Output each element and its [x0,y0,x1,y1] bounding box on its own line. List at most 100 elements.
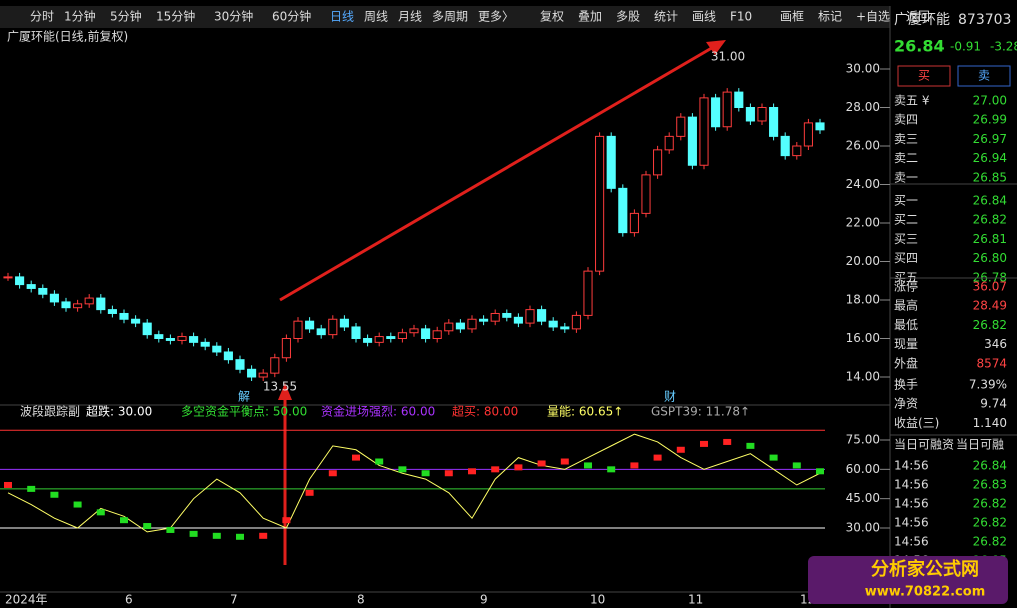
stat-value: 9.74 [980,397,1007,411]
candle [223,351,233,361]
book-label: 买一 [894,194,918,208]
candle [537,309,547,322]
band-point [630,462,639,469]
candle [142,322,152,336]
y-tick-label: 30.00 [846,521,880,535]
toolbar-button[interactable]: 画线 [692,10,716,24]
band-point [4,481,12,488]
band-point [212,532,221,539]
period-tab[interactable]: 更多〉 [478,10,514,24]
stock-code: 873703 [958,12,1011,28]
stat-label: 换手 [894,378,918,392]
stat-value: 8574 [976,356,1007,370]
candle [432,330,442,339]
trade-header: 当日可融 [956,438,1004,452]
stat-label: 外盘 [894,355,918,370]
legend-entry: 超跌: 30.00 [86,404,152,419]
legend-entry: 量能: 60.65↑ [547,405,623,419]
book-price: 26.82 [973,213,1007,227]
band-point [491,466,500,473]
period-tab[interactable]: 分时 [30,10,54,24]
book-label: 买二 [894,213,918,227]
stat-label: 现量 [894,337,918,351]
band-point [166,526,175,533]
book-price: 26.85 [973,170,1007,184]
sell-button[interactable] [957,65,1011,87]
toolbar [0,6,890,28]
sell-label[interactable]: 卖 [978,69,990,83]
period-tab[interactable]: 月线 [398,10,422,24]
period-tab[interactable]: 15分钟 [156,9,195,24]
period-tab[interactable]: 多周期 [432,10,468,24]
y-tick-label: 14.00 [846,370,880,384]
book-label: 买五 [894,270,918,284]
stat-value: 28.49 [973,299,1007,313]
candle [258,372,268,378]
stat-label: 收益(三) [894,416,939,430]
x-tick-label: 9 [480,593,488,607]
candle [316,328,326,336]
band-point [537,460,546,467]
toolbar-button[interactable]: 叠加 [578,10,602,24]
trade-time: 14:56 [894,497,929,511]
period-tab[interactable]: 1分钟 [64,9,96,24]
candle [455,322,465,330]
stat-value: 26.82 [973,318,1007,332]
candle [96,297,106,311]
candle [374,336,384,343]
toolbar-button[interactable]: +自选 [856,10,890,24]
y-tick-label: 22.00 [846,216,880,230]
candle [73,303,83,309]
stat-label: 净资 [894,397,918,411]
candle [3,276,13,279]
candle [61,301,71,309]
toolbar-button[interactable]: 统计 [654,10,678,24]
book-label: 卖一 [894,170,918,184]
indicator-line [7,433,821,533]
band-point [328,470,337,477]
candle [305,320,315,330]
period-tab[interactable]: 5分钟 [110,9,142,24]
candle [119,312,129,320]
trade-time: 14:56 [894,535,929,549]
candle [734,91,744,108]
candle [815,122,825,131]
x-tick-label: 2024年 [5,593,48,607]
trade-time: 14:56 [894,459,929,473]
book-label: 卖二 [894,151,918,165]
toolbar-button[interactable]: F10 [730,10,752,24]
candle [421,328,431,339]
candle [548,320,558,328]
candle [664,135,674,151]
y-tick-label: 30.00 [846,62,880,76]
y-tick-label: 60.00 [846,462,880,476]
candle [15,276,25,286]
period-tab[interactable]: 30分钟 [214,9,253,24]
marker: 财 [664,390,676,404]
candle [757,107,767,122]
band-point [792,462,801,469]
period-tab[interactable]: 周线 [364,10,388,24]
toolbar-button[interactable]: 多股 [616,10,640,24]
period-tab[interactable]: 60分钟 [272,9,311,24]
price: 26.84 [894,37,945,56]
band-point [468,468,476,475]
candle [676,116,686,137]
band-point [421,470,430,477]
candle [281,338,291,359]
book-price: 26.99 [973,113,1007,127]
band-point [398,466,407,473]
book-price: 26.97 [973,132,1007,146]
buy-label[interactable]: 买 [918,69,930,83]
toolbar-button[interactable]: 画框 [780,10,804,24]
period-tab[interactable]: 日线 [330,10,354,24]
y-tick-label: 20.00 [846,254,880,268]
toolbar-button[interactable]: 返回 [906,10,930,24]
trade-price: 26.82 [973,535,1007,549]
candle [212,345,222,353]
toolbar-button[interactable]: 复权 [540,10,564,24]
buy-button[interactable] [897,65,951,87]
toolbar-button[interactable]: 标记 [818,10,842,24]
